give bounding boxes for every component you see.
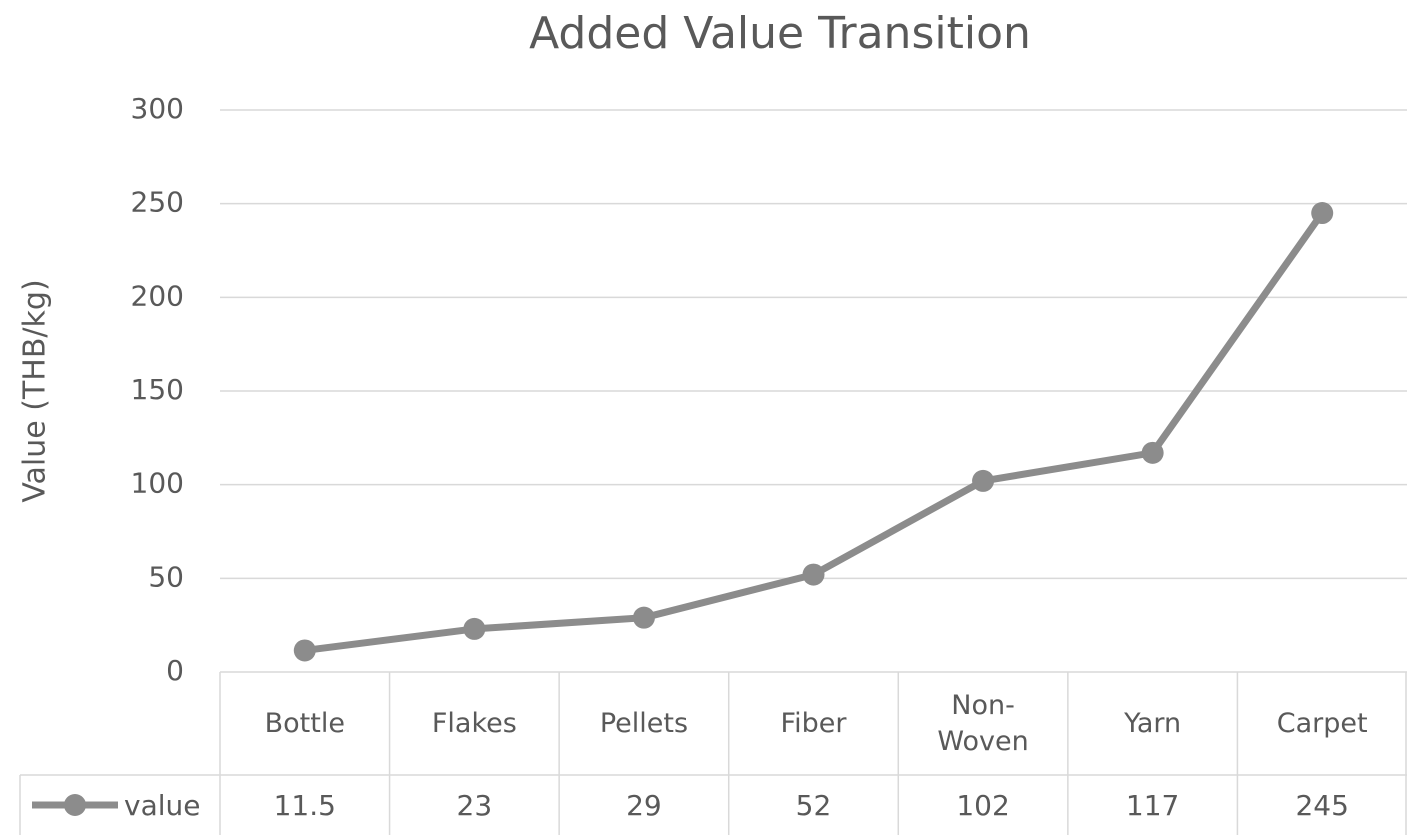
x-tick-label: Fiber (780, 707, 847, 739)
y-tick-label: 100 (131, 467, 184, 500)
data-point (293, 639, 316, 662)
data-point (972, 469, 995, 492)
table-value: 117 (1126, 789, 1179, 822)
y-tick-label: 50 (148, 560, 184, 593)
y-tick-label: 150 (131, 373, 184, 406)
x-tick-label: Bottle (264, 707, 345, 739)
table-value: 23 (457, 789, 493, 822)
legend-label: value (124, 789, 200, 822)
data-point (463, 617, 486, 640)
chart-title: Added Value Transition (529, 8, 1031, 59)
data-point (802, 563, 825, 586)
table-value: 29 (626, 789, 662, 822)
y-tick-label: 200 (131, 279, 184, 312)
x-tick-label: Yarn (1124, 707, 1182, 739)
x-tick-label: Flakes (431, 707, 517, 739)
legend-marker (64, 794, 86, 816)
data-point (1141, 441, 1164, 464)
y-tick-label: 0 (166, 654, 184, 687)
data-point (1311, 202, 1334, 225)
y-tick-label: 300 (131, 92, 184, 125)
table-value: 245 (1295, 789, 1348, 822)
data-point (632, 606, 655, 629)
y-tick-label: 250 (131, 186, 184, 219)
table-value: 11.5 (274, 789, 336, 822)
table-value: 102 (956, 789, 1009, 822)
table-value: 52 (796, 789, 832, 822)
x-tick-label: Non-Woven (937, 689, 1029, 757)
x-tick-label: Carpet (1276, 707, 1368, 739)
y-axis-label: Value (THB/kg) (18, 279, 53, 502)
x-tick-label: Pellets (599, 707, 689, 739)
